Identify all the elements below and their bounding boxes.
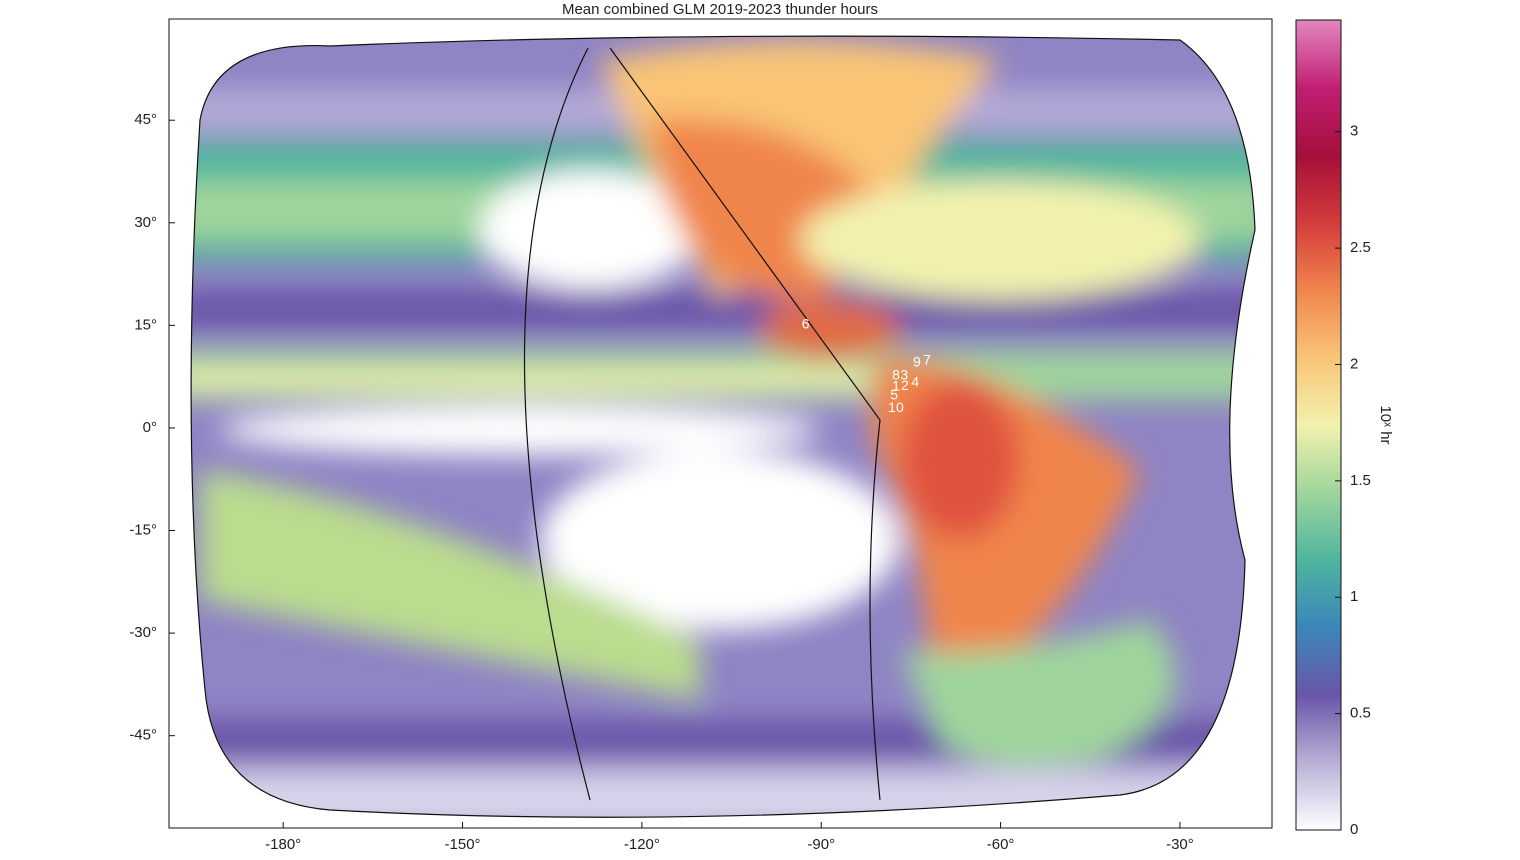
rank-label: 6 [802,315,810,331]
colorbar-tick-label: 0 [1350,821,1358,838]
y-tick-label: 15° [134,316,157,333]
rank-label: 8 [892,367,900,383]
heatmap [191,36,1256,818]
rank-label: 9 [913,354,921,370]
rank-label: 2 [901,377,909,393]
y-tick-label: -15° [129,521,157,538]
x-tick-label: -180° [265,836,301,853]
colorbar [1295,19,1342,831]
colorbar-tick-label: 1.5 [1350,472,1371,489]
x-tick-label: -60° [987,836,1015,853]
y-tick-label: -30° [129,624,157,641]
colorbar-tick-label: 2 [1350,355,1358,372]
y-tick-label: 45° [134,111,157,128]
chart-title: Mean combined GLM 2019-2023 thunder hour… [562,1,878,18]
rank-label: 5 [890,387,898,403]
x-tick-label: -120° [624,836,660,853]
y-tick-label: 0° [143,419,157,436]
y-tick-label: 30° [134,214,157,231]
colorbar-label: 10ˣ hr [1377,405,1394,444]
x-tick-label: -90° [807,836,835,853]
rank-label: 1 [892,378,900,394]
x-tick-label: -30° [1166,836,1194,853]
rank-label: 4 [911,374,919,390]
x-tick-label: -150° [445,836,481,853]
y-tick-label: -45° [129,727,157,744]
rank-label: 7 [923,352,931,368]
rank-label: 10 [888,399,904,415]
colorbar-tick-label: 3 [1350,123,1358,140]
colorbar-tick-label: 1 [1350,588,1358,605]
colorbar-tick-label: 2.5 [1350,239,1371,256]
colorbar-tick-label: 0.5 [1350,705,1371,722]
footprint-outline [190,35,1256,818]
rank-label: 3 [900,367,908,383]
